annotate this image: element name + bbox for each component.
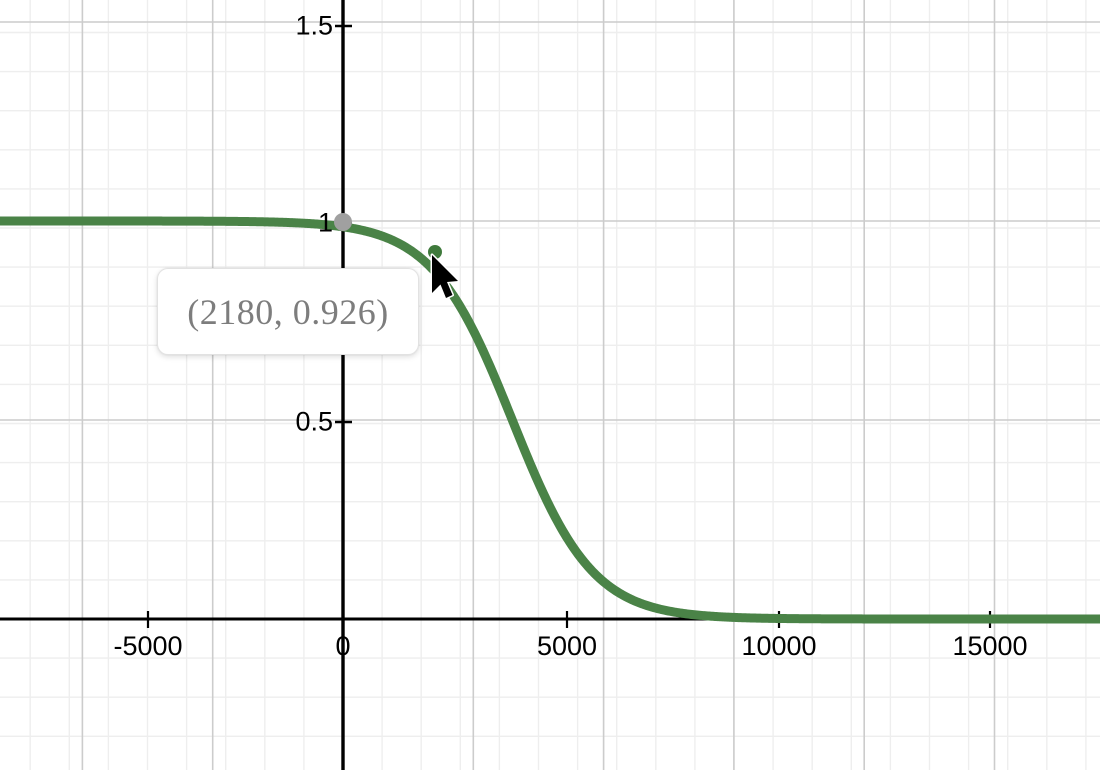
endpoint-marker-dot[interactable] — [334, 213, 352, 231]
y-tick-label-0p5: 0.5 — [295, 406, 333, 437]
y-tick-label-1: 1 — [317, 207, 333, 238]
cursor-arrow-fill — [432, 255, 458, 298]
mouse-cursor-arrow — [430, 253, 460, 300]
x-tick-label-10000: 10000 — [741, 631, 817, 661]
x-tick-label-5000: 5000 — [536, 631, 598, 661]
y-tick-label-1p5: 1.5 — [295, 10, 333, 41]
axis-tick-marks — [146, 24, 992, 628]
x-tick-label-15000: 15000 — [952, 631, 1028, 661]
coordinate-tooltip: (2180, 0.926) — [157, 268, 419, 355]
x-tick-label--5000: -5000 — [113, 631, 183, 661]
logistic-decay-curve[interactable] — [0, 216, 1100, 624]
tooltip-coordinate-text: (2180, 0.926) — [187, 291, 389, 332]
x-tick-label-0: 0 — [335, 631, 351, 661]
